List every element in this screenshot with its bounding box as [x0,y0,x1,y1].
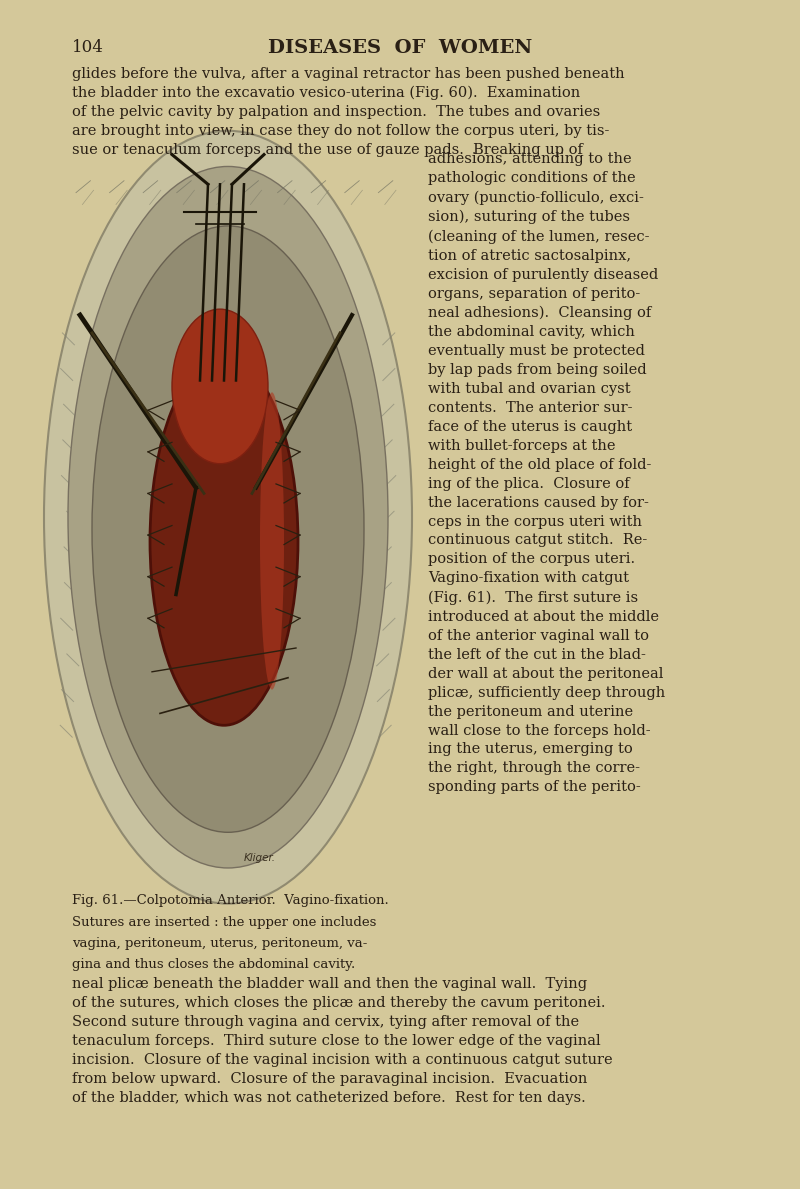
Text: glides before the vulva, after a vaginal retractor has been pushed beneath
the b: glides before the vulva, after a vaginal… [72,67,625,157]
Ellipse shape [260,392,284,690]
Text: vagina, peritoneum, uterus, peritoneum, va-: vagina, peritoneum, uterus, peritoneum, … [72,937,367,950]
Ellipse shape [68,166,388,868]
Text: adhesions, attending to the
pathologic conditions of the
ovary (punctio-follicul: adhesions, attending to the pathologic c… [428,152,666,794]
Ellipse shape [92,226,364,832]
Text: Fig. 61.—Colpotomia Anterior.  Vagino-fixation.: Fig. 61.—Colpotomia Anterior. Vagino-fix… [72,894,389,907]
Text: Sutures are inserted : the upper one includes: Sutures are inserted : the upper one inc… [72,916,376,929]
Ellipse shape [150,357,298,725]
Ellipse shape [172,309,268,464]
Ellipse shape [44,131,412,904]
Text: DISEASES  OF  WOMEN: DISEASES OF WOMEN [268,39,532,57]
Text: 104: 104 [72,39,104,56]
Text: Kliger.: Kliger. [244,853,276,863]
Text: neal plicæ beneath the bladder wall and then the vaginal wall.  Tying
of the sut: neal plicæ beneath the bladder wall and … [72,977,613,1105]
Text: gina and thus closes the abdominal cavity.: gina and thus closes the abdominal cavit… [72,958,355,971]
